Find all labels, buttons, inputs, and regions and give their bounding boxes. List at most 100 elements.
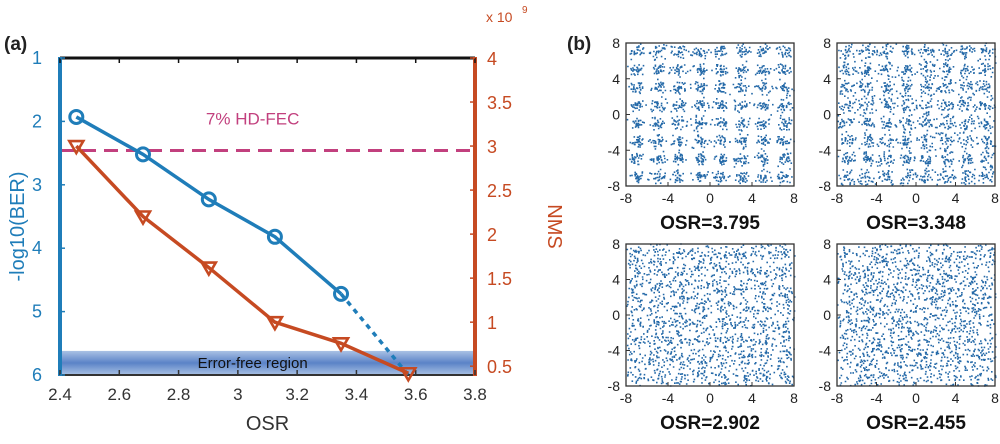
y2-tick-label: 1.5 (487, 269, 512, 289)
nms-marker (331, 336, 351, 353)
x-tick-label: -8 (831, 390, 844, 406)
x-tick-label: -4 (870, 190, 883, 206)
constellation-points (837, 42, 997, 187)
y-tick-label: 0 (612, 107, 620, 123)
constellation-panel: -8 -4 0 4 8 8 4 0 -4 -8 OSR=2.902 (608, 236, 799, 434)
y-tick-label: 5 (32, 302, 42, 322)
ber-marker (135, 146, 151, 163)
constellation-frame (625, 243, 795, 387)
ber-marker (68, 108, 85, 125)
x-tick-label: 3.2 (285, 385, 309, 404)
x-tick-label: 0 (912, 390, 920, 406)
x-tick-label: 3.4 (345, 385, 369, 404)
constellation-title: OSR=2.455 (866, 413, 966, 434)
y-tick-label: 0 (823, 107, 831, 123)
x-tick-label: 4 (748, 390, 756, 406)
x-tick-label: -8 (620, 190, 633, 206)
y-tick-label: -4 (608, 142, 621, 158)
ber-marker (333, 285, 350, 302)
y2-tick-label: 2 (487, 225, 497, 245)
y2-tick-label: 2.5 (487, 181, 512, 201)
x-tick-label: 8 (790, 390, 798, 406)
x-tick-label: -4 (870, 390, 883, 406)
y-tick-label: 3 (32, 175, 42, 195)
x-tick-label: 2.4 (48, 385, 72, 404)
nms-multiplier-exponent: 9 (522, 5, 528, 16)
y-tick-label: 2 (32, 111, 42, 131)
y-tick-label: 6 (32, 365, 42, 385)
y-tick-label: 1 (32, 48, 42, 68)
constellation-title: OSR=3.795 (660, 213, 760, 234)
y-tick-label: -8 (608, 178, 621, 194)
y2-tick-label: 0.5 (487, 357, 512, 377)
constellation-title: OSR=3.348 (866, 213, 966, 234)
y2-tick-label: 4 (487, 49, 497, 69)
x-tick-label: 8 (991, 190, 999, 206)
y-tick-label: -4 (608, 343, 621, 359)
y-tick-label: 4 (32, 238, 42, 258)
y-tick-label: -8 (819, 178, 832, 194)
panel-a-label: (a) (4, 34, 27, 55)
y-tick-label: 8 (823, 236, 831, 252)
y-tick-label: -8 (608, 378, 621, 394)
nms-multiplier: x 10 (486, 9, 513, 25)
y-tick-label: 8 (612, 35, 620, 51)
x-tick-label: 2.8 (167, 385, 191, 404)
x-tick-label: 4 (952, 190, 960, 206)
x-tick-label: 0 (706, 190, 714, 206)
y-tick-label: 0 (612, 307, 620, 323)
x-tick-label: -8 (831, 190, 844, 206)
constellation-title: OSR=2.902 (660, 413, 760, 434)
fec-label: 7% HD-FEC (206, 109, 300, 128)
constellation-grid: -8 -4 0 4 8 8 4 0 -4 -8 OSR=3.795 -8 -4 0 4 8 8 4 0 -4 -8 OSR… (608, 35, 1000, 434)
constellation-points (626, 43, 795, 187)
ber-extrapolation-line (339, 292, 410, 377)
x-tick-label: 8 (790, 190, 798, 206)
x-tick-label: -4 (662, 190, 675, 206)
nms-line (75, 144, 410, 375)
y-tick-label: -4 (819, 343, 832, 359)
y-tick-label: -8 (819, 378, 832, 394)
constellation-panel: -8 -4 0 4 8 8 4 0 -4 -8 OSR=3.795 (608, 35, 799, 234)
x-tick-label: 4 (748, 190, 756, 206)
x-tick-label: 3.6 (404, 385, 428, 404)
nms-marker (67, 139, 86, 156)
y-axis-label: -log10(BER) (7, 171, 29, 281)
y2-axis-label: NMS (543, 204, 565, 248)
y-tick-label: 4 (823, 272, 831, 288)
x-tick-label: 0 (912, 190, 920, 206)
x-tick-label: 0 (706, 390, 714, 406)
nms-marker (133, 210, 153, 227)
x-tick-label: 8 (991, 390, 999, 406)
x-tick-label: 4 (952, 390, 960, 406)
ber-marker (200, 191, 217, 208)
y2-tick-label: 3 (487, 137, 497, 157)
ber-line (75, 115, 343, 296)
x-tick-label: 3 (233, 385, 242, 404)
nms-marker (199, 261, 219, 278)
y-tick-label: -4 (819, 142, 832, 158)
y-tick-label: 4 (823, 71, 831, 87)
ber-nms-chart: Error-free region 7% HD-FEC 2.4 2.6 2.8 3 3.… (7, 5, 565, 435)
constellation-panel: -8 -4 0 4 8 8 4 0 -4 -8 OSR=2.455 (819, 236, 1000, 434)
x-axis-label: OSR (246, 413, 289, 435)
y-tick-label: 4 (612, 272, 620, 288)
y-tick-label: 0 (823, 307, 831, 323)
y-tick-label: 8 (823, 35, 831, 51)
constellation-panel: -8 -4 0 4 8 8 4 0 -4 -8 OSR=3.348 (819, 35, 1000, 234)
x-tick-label: 2.6 (107, 385, 131, 404)
ber-marker (266, 228, 283, 245)
constellation-points (626, 243, 796, 387)
x-tick-label: -8 (620, 390, 633, 406)
error-free-label: Error-free region (198, 355, 308, 372)
y-tick-label: 8 (612, 236, 620, 252)
constellation-points (837, 243, 997, 387)
panel-b-label: (b) (567, 34, 591, 55)
nms-marker (399, 366, 418, 383)
x-tick-label: -4 (662, 390, 675, 406)
y2-tick-label: 3.5 (487, 93, 512, 113)
y2-tick-label: 1 (487, 313, 497, 333)
nms-marker (265, 315, 285, 332)
constellation-frame (625, 42, 795, 187)
